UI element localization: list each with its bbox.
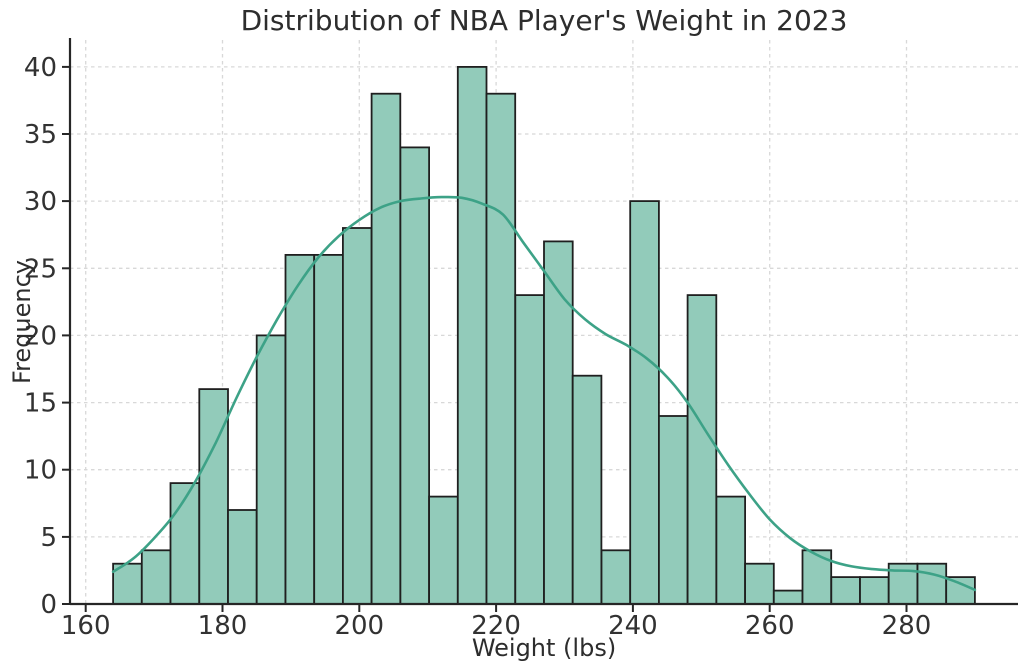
chart-title: Distribution of NBA Player's Weight in 2…	[241, 4, 848, 37]
histogram-bar	[543, 240, 574, 605]
y-tick-label: 40	[24, 53, 57, 83]
histogram-bar	[830, 576, 861, 605]
histogram-bar	[715, 495, 747, 605]
histogram-bar	[629, 200, 660, 605]
y-tick-label: 30	[24, 187, 57, 217]
y-tick-label: 0	[40, 590, 57, 620]
y-axis-label: Frequency	[8, 260, 36, 384]
histogram-bar	[658, 415, 689, 605]
y-tick-label: 20	[24, 321, 57, 351]
histogram-bar	[772, 589, 804, 605]
y-tick-label: 15	[24, 389, 57, 419]
histogram-bar	[313, 253, 344, 605]
histogram-bar	[284, 253, 316, 605]
histogram-bar	[485, 92, 517, 605]
x-tick-label: 260	[745, 611, 795, 641]
bars-layer	[112, 66, 976, 605]
y-tick-label: 35	[24, 120, 57, 150]
y-tick-label: 25	[24, 254, 57, 284]
histogram-bar	[341, 227, 373, 605]
histogram-bar	[571, 374, 603, 605]
histogram-bar	[140, 549, 172, 605]
axes-layer: 160 180 200 220 240 260 280 0 5 10 15 20 25 30 35 40	[24, 38, 1018, 641]
histogram-bar	[198, 388, 229, 605]
histogram-bar	[428, 495, 459, 605]
x-tick-label: 160	[61, 611, 111, 641]
histogram-bar	[255, 334, 287, 605]
kde-line	[111, 195, 977, 592]
histogram-bar	[399, 146, 430, 605]
histogram-bar	[744, 562, 775, 605]
histogram-bar	[916, 562, 948, 605]
histogram-bar	[859, 576, 890, 605]
x-tick-label: 240	[608, 611, 658, 641]
histogram-bar	[169, 482, 201, 605]
histogram-bar	[370, 92, 402, 605]
histogram-bar	[227, 509, 258, 605]
x-tick-label: 200	[334, 611, 384, 641]
x-tick-label: 280	[882, 611, 932, 641]
histogram-bar	[600, 549, 632, 605]
histogram-bar	[686, 294, 718, 605]
histogram-bar	[514, 294, 545, 605]
y-tick-label: 5	[40, 523, 57, 553]
kde-layer	[111, 195, 977, 592]
x-axis-label: Weight (lbs)	[472, 634, 616, 662]
y-tick-label: 10	[24, 456, 57, 486]
x-tick-label: 180	[198, 611, 248, 641]
x-tick-label: 220	[471, 611, 521, 641]
histogram-bar	[456, 66, 488, 605]
